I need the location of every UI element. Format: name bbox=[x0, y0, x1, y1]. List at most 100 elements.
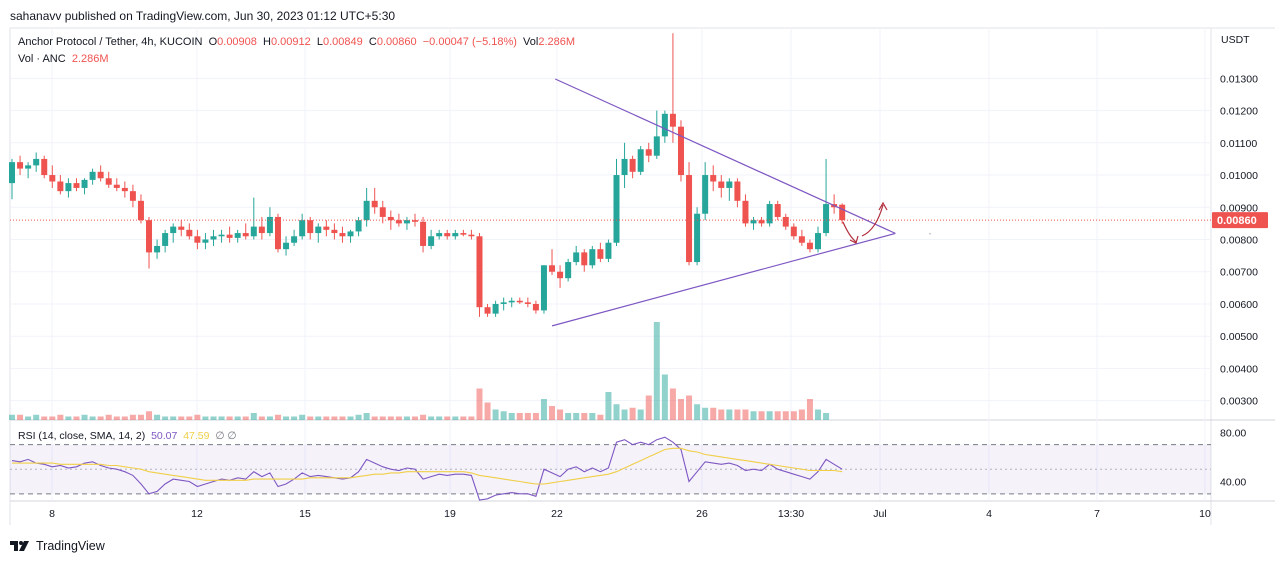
candle-body bbox=[661, 113, 668, 137]
candle bbox=[9, 158, 15, 200]
low-label: L bbox=[316, 36, 323, 48]
candle-body bbox=[81, 179, 88, 188]
candle-body bbox=[565, 262, 572, 279]
volume-bar bbox=[492, 409, 499, 420]
candle bbox=[629, 155, 636, 179]
candle bbox=[146, 216, 153, 269]
volume-bar bbox=[621, 409, 628, 420]
time-tick-label: Jul bbox=[873, 508, 886, 520]
open-label: O bbox=[208, 36, 218, 48]
candle bbox=[750, 216, 757, 230]
candle-body bbox=[170, 226, 177, 234]
volume-bar bbox=[73, 416, 80, 420]
volume-bar bbox=[266, 416, 273, 420]
candle bbox=[403, 216, 410, 230]
price-tick-label: 0.00600 bbox=[1220, 299, 1258, 311]
candle bbox=[500, 297, 507, 311]
candle-body bbox=[250, 226, 257, 237]
volume-bar bbox=[371, 416, 378, 420]
change-value: −0.00047 (−5.18%) bbox=[422, 36, 517, 48]
candle bbox=[266, 207, 273, 237]
candle bbox=[242, 223, 249, 240]
candle bbox=[766, 200, 773, 227]
tradingview-logo[interactable]: TradingView bbox=[10, 539, 105, 553]
candle-body bbox=[444, 233, 451, 237]
candle-body bbox=[798, 236, 805, 243]
candle bbox=[637, 146, 644, 176]
rsi-extra-values: ∅ ∅ bbox=[215, 430, 237, 442]
volume-bar bbox=[766, 411, 773, 420]
volume-bar bbox=[629, 407, 636, 420]
candle bbox=[653, 110, 660, 159]
candle bbox=[532, 300, 539, 314]
volume-bar bbox=[81, 414, 88, 420]
candle-body bbox=[202, 239, 209, 243]
candle-body bbox=[613, 175, 620, 243]
candle-body bbox=[573, 252, 580, 263]
time-tick-label: 19 bbox=[444, 508, 456, 520]
symbol-name[interactable]: Anchor Protocol / Tether, 4h, KUCOIN bbox=[18, 36, 203, 48]
volume-bar bbox=[476, 388, 483, 420]
candle-body bbox=[65, 183, 72, 192]
candle bbox=[476, 233, 483, 317]
candle bbox=[178, 220, 185, 237]
tradingview-logo-icon bbox=[10, 541, 29, 551]
last-price-tag bbox=[1212, 212, 1268, 229]
candle bbox=[371, 187, 378, 214]
volume-label: Vol bbox=[523, 36, 539, 48]
candle-body bbox=[323, 226, 330, 230]
candle bbox=[186, 223, 193, 240]
candle bbox=[17, 155, 24, 176]
candle bbox=[315, 223, 322, 243]
symbol-legend: Anchor Protocol / Tether, 4h, KUCOIN O0.… bbox=[18, 36, 575, 48]
volume-bar bbox=[65, 416, 72, 420]
volume-indicator-label[interactable]: Vol · ANC bbox=[18, 53, 66, 65]
volume-bar bbox=[291, 416, 298, 420]
candle-body bbox=[645, 149, 652, 156]
candle-body bbox=[653, 136, 660, 156]
volume-indicator-value: 2.286M bbox=[71, 53, 109, 65]
volume-bar bbox=[444, 416, 451, 420]
candle-body bbox=[57, 181, 64, 192]
volume-bar bbox=[718, 409, 725, 420]
volume-bar bbox=[694, 404, 701, 420]
down-arrow bbox=[842, 221, 857, 243]
candle-body bbox=[766, 204, 773, 224]
price-tick-label: 0.00500 bbox=[1220, 331, 1258, 343]
volume-bar bbox=[250, 413, 257, 420]
close-label: C bbox=[368, 36, 377, 48]
candle-body bbox=[557, 271, 564, 279]
volume-bar bbox=[154, 414, 161, 420]
candle-body bbox=[782, 216, 789, 227]
time-tick-label: 13:30 bbox=[778, 508, 804, 520]
candle bbox=[468, 229, 475, 240]
candle bbox=[81, 178, 88, 195]
candle-body bbox=[113, 184, 120, 188]
candle-body bbox=[291, 236, 298, 243]
candle bbox=[283, 236, 290, 256]
candle-body bbox=[758, 220, 765, 224]
candle bbox=[73, 178, 80, 192]
candle-body bbox=[484, 307, 491, 314]
candle bbox=[613, 158, 620, 246]
candle-body bbox=[694, 213, 701, 263]
candle bbox=[379, 200, 386, 224]
rsi-label[interactable]: RSI (14, close, SMA, 14, 2) bbox=[18, 430, 146, 442]
candle-body bbox=[154, 245, 161, 253]
volume-bar bbox=[460, 416, 467, 420]
volume-bar bbox=[653, 322, 660, 420]
candle-body bbox=[73, 183, 80, 188]
candle-body bbox=[194, 236, 201, 243]
rsi-legend: RSI (14, close, SMA, 14, 2) 50.07 47.59 … bbox=[18, 430, 237, 442]
candle bbox=[621, 142, 628, 188]
candle bbox=[508, 297, 515, 308]
candle-body bbox=[460, 233, 467, 235]
volume-bar bbox=[516, 413, 523, 420]
volume-bar bbox=[89, 416, 96, 420]
volume-bar bbox=[9, 414, 15, 420]
volume-bar bbox=[726, 409, 733, 420]
candle bbox=[299, 213, 306, 240]
volume-bar bbox=[734, 409, 741, 420]
candle-body bbox=[347, 231, 354, 237]
